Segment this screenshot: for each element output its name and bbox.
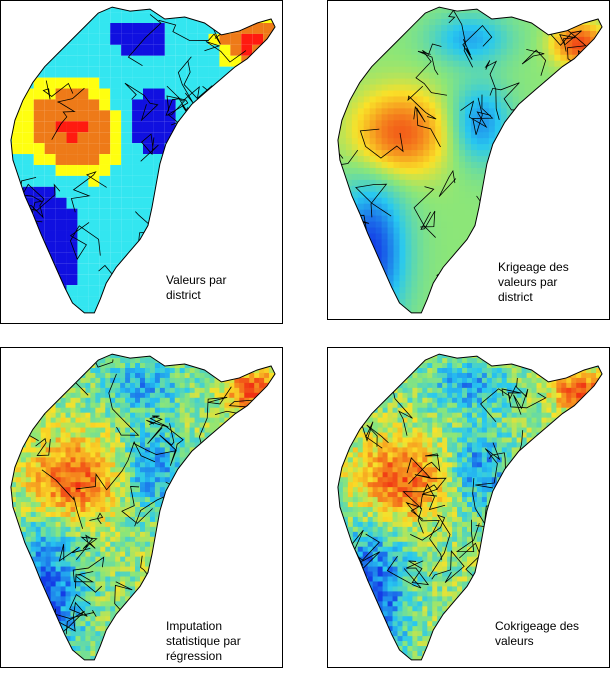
panel-caption: Krigeage des valeurs par district <box>498 260 569 304</box>
map-panel-regression-imputation: Imputation statistique par régression <box>0 347 283 668</box>
map-panel-district-values: Valeurs par district <box>0 0 283 324</box>
map-outline <box>337 6 603 314</box>
choropleth-map <box>10 6 276 314</box>
cokriging-map <box>337 353 603 661</box>
regression-map <box>10 353 276 661</box>
map-outline <box>10 353 276 661</box>
kriging-map <box>337 6 603 314</box>
panel-caption: Valeurs par district <box>166 273 227 302</box>
map-panel-cokriging: Cokrigeage des valeurs <box>327 347 610 668</box>
panel-caption: Cokrigeage des valeurs <box>495 619 580 648</box>
district-fills <box>10 7 276 313</box>
map-outline <box>337 353 603 661</box>
map-panel-kriging: Krigeage des valeurs par district <box>327 0 610 320</box>
panel-caption: Imputation statistique par régression <box>166 619 241 663</box>
